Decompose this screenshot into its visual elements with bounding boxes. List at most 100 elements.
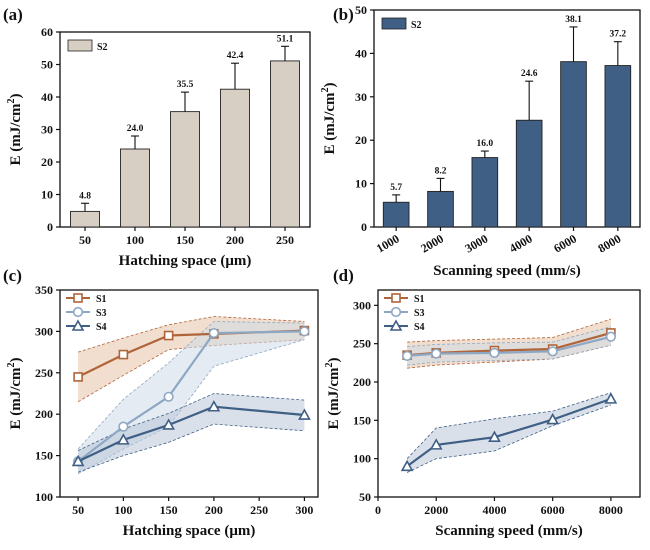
data-point-s3 <box>299 326 310 337</box>
legend-swatch <box>381 17 407 30</box>
x-tick-label: 200 <box>205 503 223 517</box>
x-axis-label: Hatching space (μm) <box>119 253 252 269</box>
legend-marker <box>73 293 83 303</box>
y-axis-label: E (mJ/cm2) <box>320 82 338 154</box>
band-lower-edge <box>77 423 305 473</box>
band-lower-edge <box>407 344 611 366</box>
y-tick-label: 250 <box>35 366 53 380</box>
data-point-s4 <box>488 430 501 442</box>
x-axis-label: Scanning speed (mm/s) <box>433 263 581 279</box>
x-tick-label: 2000 <box>424 503 448 517</box>
legend-label: S3 <box>414 308 425 319</box>
legend-marker <box>390 306 402 318</box>
panel-a: (a) 0 10 20 30 40 50 60 E (mJ/cm2) 4.8 50 24.0 100 35… <box>3 5 311 269</box>
y-tick-label: 0 <box>47 220 53 234</box>
band-upper-edge <box>77 316 305 353</box>
data-point-s4 <box>117 433 130 445</box>
data-point-s3 <box>118 421 129 432</box>
panel-label: (a) <box>3 5 23 24</box>
legend-label: S4 <box>96 322 107 333</box>
y-tick-label: 100 <box>353 452 371 466</box>
panel-c: (c) 100 150 200 250 300 350 E (mJ/cm2) 50 100 150 2… <box>3 266 319 539</box>
bar <box>220 88 250 228</box>
x-tick-label: 200 <box>226 233 244 247</box>
bar <box>515 119 543 228</box>
data-point-s4 <box>429 438 443 450</box>
panel-label: (c) <box>3 266 22 285</box>
x-tick-label: 250 <box>276 233 294 247</box>
data-label: 37.2 <box>610 30 627 40</box>
data-point-s4 <box>400 459 414 472</box>
y-tick-label: 350 <box>35 283 53 297</box>
y-tick-label: 200 <box>353 375 371 389</box>
data-point-s3 <box>163 391 174 402</box>
data-point-s4 <box>604 392 618 404</box>
y-tick-label: 50 <box>355 3 367 17</box>
confidence-band-s4 <box>78 393 305 473</box>
y-tick-label: 30 <box>41 123 53 137</box>
x-tick-label: 150 <box>160 503 178 517</box>
plot-frame <box>377 289 641 498</box>
data-label: 38.1 <box>565 15 582 25</box>
data-point-s3 <box>431 348 442 359</box>
panel-label: (d) <box>333 266 354 285</box>
x-tick-label: 100 <box>126 233 144 247</box>
data-label: 16.0 <box>477 139 494 149</box>
data-point-s3 <box>489 347 500 358</box>
data-label: 24.0 <box>127 124 144 134</box>
data-point-s3 <box>402 350 413 362</box>
data-point-s1 <box>73 372 83 382</box>
x-tick-label: 300 <box>295 503 313 517</box>
data-point-s4 <box>546 412 560 425</box>
confidence-band-s3 <box>407 326 611 366</box>
x-tick-label: 50 <box>72 503 84 517</box>
panel-b: (b) 0 10 20 30 40 50 E (mJ/cm2) 5.7 1000 8.2 2000 16… <box>320 3 641 279</box>
y-tick-label: 0 <box>361 220 367 234</box>
y-tick-label: 40 <box>355 46 367 60</box>
data-point-s3 <box>547 346 558 357</box>
data-point-s4 <box>298 408 311 420</box>
y-tick-label: 150 <box>35 449 53 463</box>
band-upper-edge <box>407 326 612 348</box>
legend-marker <box>389 319 403 331</box>
legend-label: S2 <box>411 20 422 31</box>
x-tick-label: 50 <box>79 233 91 247</box>
x-tick-label: 250 <box>250 503 268 517</box>
x-axis-label: Hatching space (μm) <box>123 523 256 539</box>
legend-swatch <box>67 39 93 52</box>
y-axis-label: E (mJ/cm2) <box>6 93 24 165</box>
y-axis-label: E (mJ/cm2) <box>6 357 24 429</box>
x-tick-label: 8000 <box>599 503 623 517</box>
data-label: 8.2 <box>435 166 447 176</box>
data-point-s4 <box>162 418 175 430</box>
x-axis-label: Scanning speed (mm/s) <box>435 523 583 539</box>
y-tick-label: 60 <box>41 25 53 39</box>
x-tick-label: 150 <box>176 233 194 247</box>
x-tick-label: 4000 <box>482 503 506 517</box>
band-upper-edge <box>407 318 612 343</box>
bar <box>471 157 499 228</box>
band-upper-edge <box>406 392 612 459</box>
y-tick-label: 150 <box>353 413 371 427</box>
y-tick-label: 20 <box>355 133 367 147</box>
legend-label: S1 <box>96 294 107 305</box>
data-label: 51.1 <box>277 34 294 44</box>
y-axis-label: E (mJ/cm2) <box>324 357 342 429</box>
data-point-s1 <box>163 330 174 341</box>
y-tick-label: 300 <box>35 324 53 338</box>
x-tick-label: 6000 <box>541 503 565 517</box>
legend-label: S1 <box>414 294 425 305</box>
legend-marker <box>72 306 84 318</box>
bar <box>270 60 300 228</box>
bar <box>120 148 150 228</box>
x-tick-label: 8000 <box>596 231 624 255</box>
y-tick-label: 10 <box>355 177 367 191</box>
data-label: 4.8 <box>79 191 91 201</box>
y-tick-label: 300 <box>353 298 371 312</box>
x-tick-label: 6000 <box>551 231 579 255</box>
data-point-s4 <box>207 400 221 412</box>
band-lower-edge <box>406 404 612 473</box>
panel-label: (b) <box>333 5 354 24</box>
bar <box>560 61 587 228</box>
y-tick-label: 200 <box>35 407 53 421</box>
